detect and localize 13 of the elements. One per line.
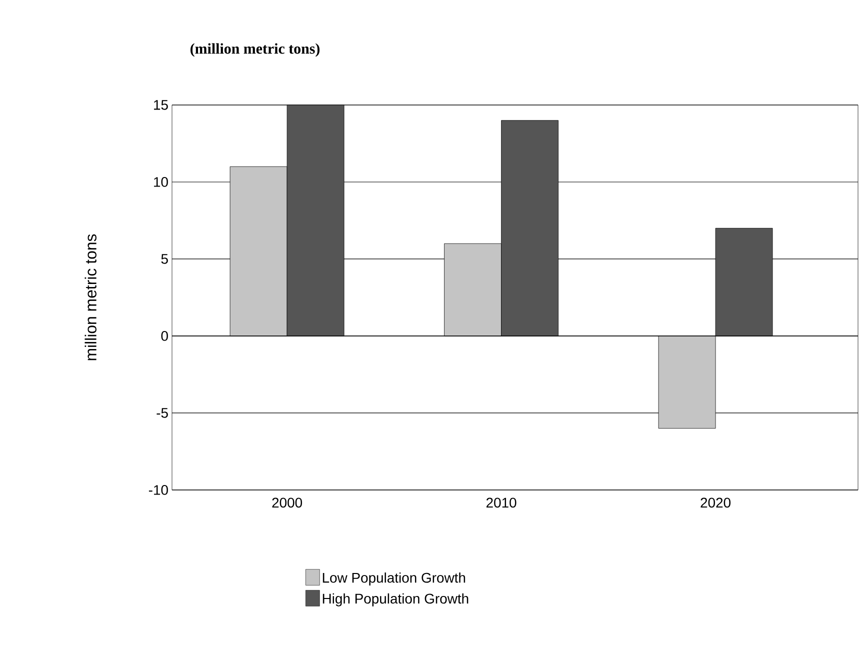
y-tick-label: 15 <box>154 100 168 110</box>
y-tick-label: -10 <box>148 485 168 495</box>
chart-title: (million metric tons) <box>190 43 320 57</box>
legend-label: Low Population Growth <box>322 572 466 586</box>
y-tick-label: 10 <box>154 177 168 187</box>
y-tick-label: 0 <box>161 331 168 341</box>
y-tick-label: -5 <box>156 408 168 418</box>
y-tick-label: 5 <box>161 254 168 264</box>
x-tick-label: 2010 <box>486 498 516 508</box>
y-axis-title: million metric tons <box>84 234 96 360</box>
x-tick-label: 2000 <box>272 498 302 508</box>
x-tick-label: 2020 <box>700 498 731 508</box>
legend-label: High Population Growth <box>322 593 468 606</box>
